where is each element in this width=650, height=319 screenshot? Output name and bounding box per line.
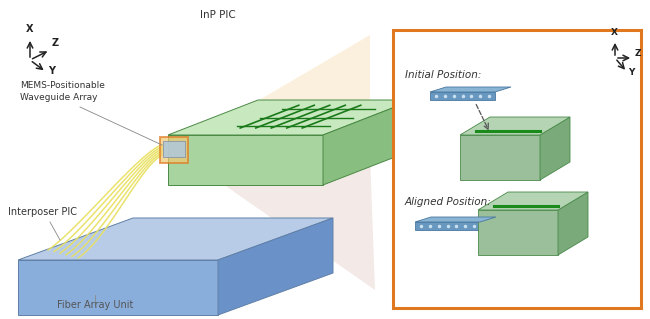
Text: MEMS-Positionable
Waveguide Array: MEMS-Positionable Waveguide Array <box>20 81 105 102</box>
Polygon shape <box>478 210 558 255</box>
Polygon shape <box>168 135 323 185</box>
Text: Y: Y <box>48 66 55 76</box>
Polygon shape <box>160 137 188 163</box>
Text: Y: Y <box>628 68 634 77</box>
Polygon shape <box>460 135 540 180</box>
Polygon shape <box>540 117 570 180</box>
Text: Aligned Position:: Aligned Position: <box>405 197 492 207</box>
Text: Z: Z <box>52 38 59 48</box>
Polygon shape <box>558 192 588 255</box>
Text: Initial Position:: Initial Position: <box>405 70 482 80</box>
Text: Interposer PIC: Interposer PIC <box>8 207 77 217</box>
Polygon shape <box>18 260 218 315</box>
Text: Fiber Array Unit: Fiber Array Unit <box>57 300 133 310</box>
Bar <box>393 30 641 308</box>
Polygon shape <box>218 218 333 315</box>
Polygon shape <box>174 35 370 155</box>
Polygon shape <box>18 218 333 260</box>
Text: X: X <box>611 28 618 37</box>
Polygon shape <box>478 192 588 210</box>
Polygon shape <box>323 100 413 185</box>
Text: Z: Z <box>635 49 642 58</box>
Polygon shape <box>415 222 480 230</box>
Polygon shape <box>168 100 413 135</box>
Polygon shape <box>430 87 511 92</box>
Polygon shape <box>415 217 496 222</box>
Polygon shape <box>163 141 185 157</box>
Text: X: X <box>26 24 34 34</box>
Polygon shape <box>174 150 375 290</box>
Polygon shape <box>460 117 570 135</box>
Polygon shape <box>430 92 495 100</box>
Text: InP PIC: InP PIC <box>200 10 236 20</box>
